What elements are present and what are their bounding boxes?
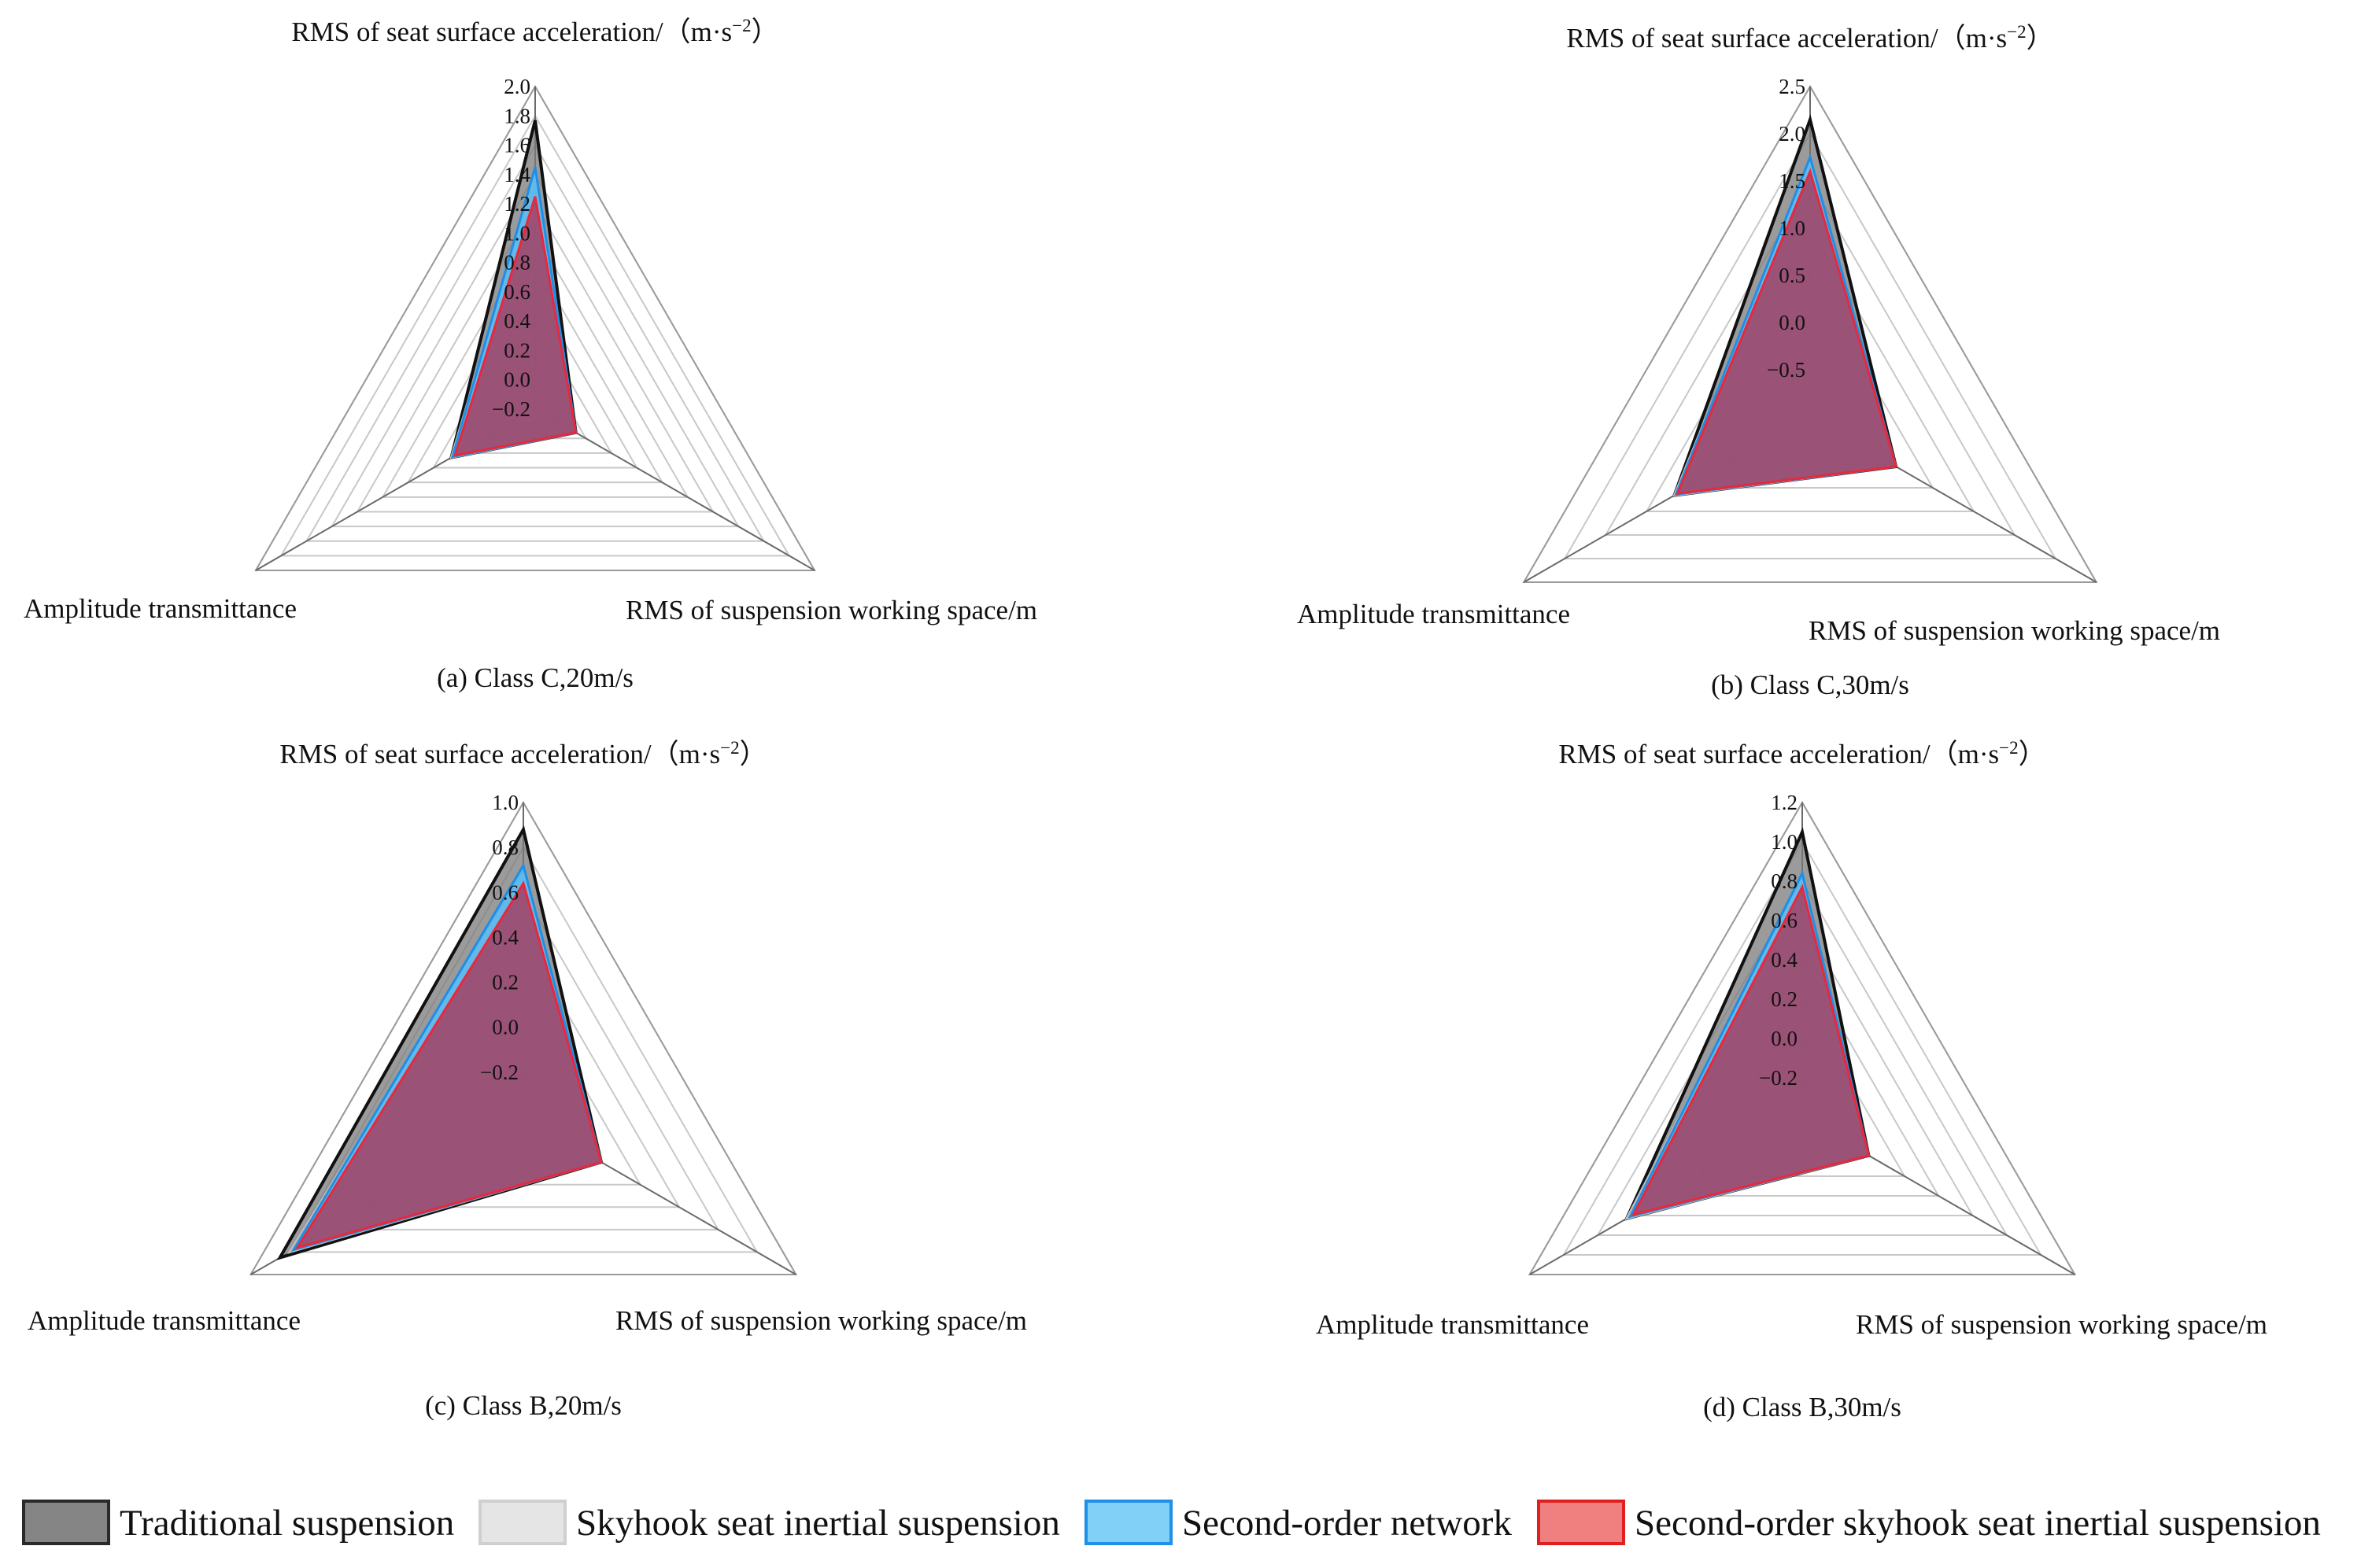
axis-label-working-space: RMS of suspension working space/m	[626, 595, 1037, 625]
tick-label: 0.2	[504, 338, 530, 362]
tick-label: 0.8	[492, 836, 519, 859]
tick-label: 0.6	[504, 280, 530, 304]
grid-outer	[249, 800, 798, 1275]
axis-label-seat-acceleration: RMS of seat surface acceleration/（m·s−2）	[291, 16, 778, 47]
grid-ring	[331, 172, 740, 528]
tick-label: 1.0	[1779, 216, 1805, 240]
tick-label: 0.6	[492, 880, 519, 904]
axis-label-working-space: RMS of suspension working space/m	[615, 1305, 1027, 1336]
legend-swatch	[22, 1500, 110, 1545]
tick-label: 2.0	[1779, 122, 1805, 146]
tick-label: 1.0	[1771, 830, 1798, 854]
tick-label: 1.0	[492, 791, 519, 814]
tick-label: 0.2	[492, 971, 519, 994]
tick-label: −0.2	[480, 1061, 519, 1084]
grid-outer	[1528, 800, 2077, 1275]
radar-chart-d: −0.2 0.0 0.2 0.4 0.6 0.8 1.0 1.2 RMS of seat sur…	[1316, 738, 2267, 1422]
axis-label-amplitude: Amplitude transmittance	[1316, 1309, 1589, 1340]
tick-label: 1.2	[504, 192, 530, 216]
tick-label: 0.8	[1771, 869, 1798, 893]
legend-swatch	[1537, 1500, 1625, 1545]
tick-label: 0.4	[504, 309, 530, 333]
tick-label: 1.5	[1779, 169, 1805, 193]
legend-label: Traditional suspension	[120, 1503, 454, 1544]
series-polygon-4	[1676, 168, 1898, 496]
tick-label: 0.2	[1771, 987, 1798, 1011]
tick-label: 0.6	[1771, 909, 1798, 932]
tick-label: 2.0	[504, 75, 530, 98]
chart-caption: (a) Class C,20m/s	[437, 662, 634, 693]
legend: Traditional suspension Skyhook seat inert…	[22, 1500, 2321, 1545]
tick-label: 1.8	[504, 104, 530, 127]
grid-outer	[254, 85, 816, 571]
tick-label: 0.0	[1771, 1027, 1798, 1050]
tick-label: 1.2	[1771, 791, 1798, 814]
tick-label: 0.5	[1779, 264, 1805, 287]
grid-ring	[1563, 131, 2057, 559]
grid-ring	[305, 143, 766, 542]
legend-label: Second-order network	[1182, 1503, 1512, 1544]
radar-chart-c: −0.2 0.0 0.2 0.4 0.6 0.8 1.0 RMS of seat surfac…	[28, 738, 1027, 1421]
axis-label-amplitude: Amplitude transmittance	[1297, 599, 1570, 629]
legend-label: Second-order skyhook seat inertial suspe…	[1635, 1503, 2321, 1544]
legend-label: Skyhook seat inertial suspension	[576, 1503, 1060, 1544]
axis-label-working-space: RMS of suspension working space/m	[1809, 615, 2220, 646]
legend-swatch	[1084, 1500, 1173, 1545]
chart-caption: (c) Class B,20m/s	[425, 1390, 622, 1421]
axis-label-seat-acceleration: RMS of seat surface acceleration/（m·s−2）	[1558, 738, 2045, 769]
axis-label-working-space: RMS of suspension working space/m	[1856, 1309, 2267, 1340]
tick-label: 0.0	[1779, 311, 1805, 334]
legend-swatch	[478, 1500, 567, 1545]
axis-label-seat-acceleration: RMS of seat surface acceleration/（m·s−2）	[279, 738, 767, 769]
tick-label: 2.5	[1779, 75, 1805, 98]
tick-label: 1.0	[504, 221, 530, 245]
chart-caption: (b) Class C,30m/s	[1711, 670, 1909, 700]
tick-label: 1.6	[504, 134, 530, 157]
tick-label: 0.4	[1771, 948, 1798, 972]
axis-spoke	[534, 408, 815, 571]
axis-label-amplitude: Amplitude transmittance	[24, 593, 297, 624]
grid-outer	[1522, 85, 2098, 583]
grid-ring	[279, 114, 791, 557]
grid-ring	[1604, 179, 2016, 536]
axis-label-seat-acceleration: RMS of seat surface acceleration/（m·s−2）	[1566, 22, 2053, 53]
tick-label: −0.5	[1767, 358, 1805, 382]
chart-caption: (d) Class B,30m/s	[1703, 1392, 1901, 1422]
tick-label: 0.8	[504, 251, 530, 275]
axis-label-amplitude: Amplitude transmittance	[28, 1305, 301, 1336]
series-polygon-4	[294, 880, 603, 1250]
radar-chart-a: −0.2 0.0 0.2 0.4 0.6 0.8 1.0 1.2 1.4 1.6 1.8 2.0 RMS…	[24, 16, 1037, 693]
grid-ring	[356, 202, 715, 513]
tick-label: 1.4	[504, 163, 530, 186]
radar-chart-b: −0.5 0.0 0.5 1.0 1.5 2.0 2.5 RMS of seat surfac…	[1297, 22, 2220, 700]
tick-label: 0.4	[492, 925, 519, 949]
series-polygon-4	[453, 196, 578, 457]
grid-ring	[1562, 839, 2042, 1256]
tick-label: 0.0	[504, 368, 530, 392]
tick-label: 0.0	[492, 1016, 519, 1039]
grid-ring	[381, 231, 689, 498]
tick-label: −0.2	[1759, 1066, 1798, 1090]
series-polygon-4	[1631, 884, 1871, 1217]
tick-label: −0.2	[492, 397, 530, 421]
